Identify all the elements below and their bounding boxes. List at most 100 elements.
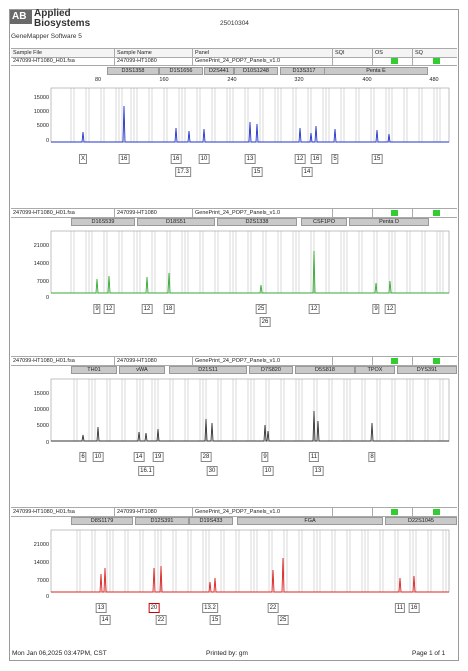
y-tick-label: 7000 xyxy=(36,279,49,285)
os-quality-flag-icon xyxy=(391,210,398,216)
y-tick-label: 0 xyxy=(45,295,49,301)
report-date: Mon Jan 06,2025 03:47PM, CST xyxy=(12,650,107,657)
trace-svg xyxy=(50,87,450,143)
panel-name: GenePrint_24_POP7_Panels_v1.0 xyxy=(193,508,333,516)
locus-label: D3S1358 xyxy=(107,67,159,75)
size-scale: 80 160 240 320 400 480 xyxy=(11,77,457,85)
allele-call: 9 xyxy=(261,452,269,462)
allele-call: 22 xyxy=(267,603,279,613)
y-tick-label: 7000 xyxy=(36,578,49,584)
loci-row: TH01 vWA D21S11 D7S820 D5S818 TPOX DYS39… xyxy=(11,366,457,374)
electropherogram-plot: 15000 10000 5000 0 xyxy=(11,86,457,152)
sample-file: 247099-HT1080_H01.fsa xyxy=(11,508,115,516)
scale-label: 480 xyxy=(429,77,439,83)
allele-call: 22 xyxy=(155,615,167,625)
sqi-cell xyxy=(333,357,373,365)
allele-call: 16 xyxy=(118,154,130,164)
loci-row: D8S1179 D12S391 D19S433 FGA D22S1045 xyxy=(11,517,457,525)
y-tick-label: 0 xyxy=(45,440,49,446)
locus-label: D16S539 xyxy=(71,218,135,226)
software-name: GeneMapper Software 5 xyxy=(11,33,82,40)
scale-label: 400 xyxy=(362,77,372,83)
y-tick-label: 5000 xyxy=(36,423,49,429)
locus-label: D13S317 xyxy=(280,67,328,75)
allele-call: 12 xyxy=(294,154,306,164)
scale-label: 240 xyxy=(227,77,237,83)
col-sample-name: Sample Name xyxy=(115,49,193,57)
y-tick-label: 10000 xyxy=(33,109,49,115)
locus-label: D2S1338 xyxy=(217,218,297,226)
col-sample-file: Sample File xyxy=(11,49,115,57)
allele-call: 20 xyxy=(148,603,160,613)
allele-call: 16 xyxy=(310,154,322,164)
allele-call: 10 xyxy=(92,452,104,462)
locus-label: TH01 xyxy=(71,366,117,374)
locus-label: D19S433 xyxy=(189,517,233,525)
trace-line xyxy=(51,250,449,294)
locus-label: DYS391 xyxy=(397,366,457,374)
sample-row: 247099-HT1080_H01.fsa 247099-HT1080 Gene… xyxy=(11,57,457,66)
locus-label: vWA xyxy=(119,366,165,374)
locus-label: D8S1179 xyxy=(71,517,133,525)
sample-file: 247099-HT1080_H01.fsa xyxy=(11,357,115,365)
report-frame xyxy=(9,9,459,661)
locus-label: D21S11 xyxy=(169,366,247,374)
allele-call: 10 xyxy=(262,466,274,476)
company-name-line1: Applied xyxy=(34,8,71,19)
allele-call: 30 xyxy=(206,466,218,476)
allele-call: 12 xyxy=(103,304,115,314)
locus-label: FGA xyxy=(237,517,383,525)
allele-call: 16.1 xyxy=(138,466,154,476)
y-tick-label: 0 xyxy=(45,138,49,144)
panel-name: GenePrint_24_POP7_Panels_v1.0 xyxy=(193,357,333,365)
allele-call: 17.3 xyxy=(175,167,191,177)
sq-cell xyxy=(413,209,457,217)
sq-quality-flag-icon xyxy=(433,509,440,515)
y-tick-label: 14000 xyxy=(33,261,49,267)
y-tick-label: 5000 xyxy=(36,123,49,129)
scale-label: 160 xyxy=(159,77,169,83)
locus-label: D22S1045 xyxy=(385,517,457,525)
locus-label: D2S441 xyxy=(204,67,234,75)
allele-call: 14 xyxy=(99,615,111,625)
allele-call: 13.2 xyxy=(202,603,218,613)
col-panel: Panel xyxy=(193,49,333,57)
os-quality-flag-icon xyxy=(391,509,398,515)
sample-row: 247099-HT1080_H01.fsa 247099-HT1080 Gene… xyxy=(11,356,457,366)
sq-cell xyxy=(413,357,457,365)
allele-call: 11 xyxy=(394,603,406,613)
allele-call: 8 xyxy=(368,452,376,462)
y-tick-label: 21000 xyxy=(33,542,49,548)
locus-label: CSF1PO xyxy=(301,218,347,226)
allele-call: 5 xyxy=(331,154,339,164)
electropherogram-plot: 21000 14000 7000 0 xyxy=(11,528,457,602)
plot-frame xyxy=(50,378,450,442)
sqi-cell xyxy=(333,508,373,516)
sample-file: 247099-HT1080_H01.fsa xyxy=(11,57,115,65)
trace-line xyxy=(51,557,449,593)
trace-svg xyxy=(50,230,450,294)
allele-call: 15 xyxy=(209,615,221,625)
y-tick-label: 0 xyxy=(45,594,49,600)
locus-label: D1S1656 xyxy=(159,67,203,75)
allele-call: 25 xyxy=(277,615,289,625)
trace-svg xyxy=(50,378,450,442)
allele-call: 10 xyxy=(198,154,210,164)
sqi-cell xyxy=(333,57,373,65)
locus-label: Penta D xyxy=(349,218,429,226)
os-cell xyxy=(373,508,413,516)
allele-call: 16 xyxy=(170,154,182,164)
sq-quality-flag-icon xyxy=(433,358,440,364)
col-sq: SQ xyxy=(415,50,423,56)
allele-call: 12 xyxy=(308,304,320,314)
sq-quality-flag-icon xyxy=(433,210,440,216)
os-cell xyxy=(373,357,413,365)
sample-name: 247099-HT1080 xyxy=(115,57,193,65)
sample-name: 247099-HT1080 xyxy=(115,357,193,365)
allele-call: 12 xyxy=(384,304,396,314)
y-tick-label: 15000 xyxy=(33,391,49,397)
y-tick-label: 15000 xyxy=(33,95,49,101)
sqi-cell xyxy=(333,209,373,217)
sq-cell xyxy=(413,508,457,516)
os-quality-flag-icon xyxy=(391,358,398,364)
